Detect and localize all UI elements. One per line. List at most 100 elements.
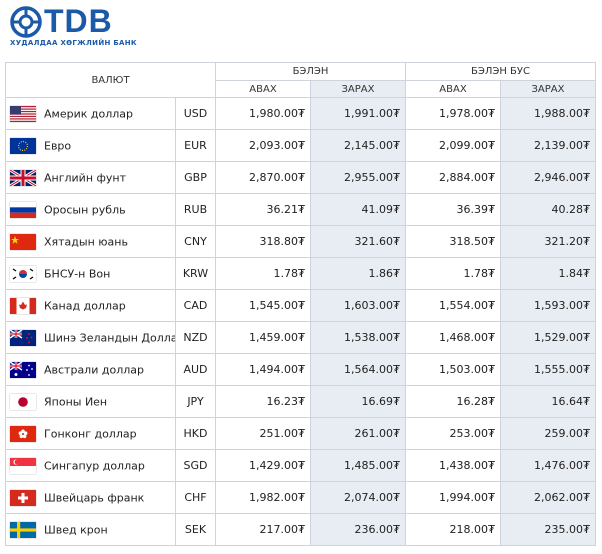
flag-icon <box>10 233 36 250</box>
currency-cell: Оросын рубль <box>5 193 176 226</box>
currency-name: Гонконг доллар <box>44 427 137 440</box>
flag-shape <box>10 107 36 110</box>
flag-icon <box>9 168 37 187</box>
flag-shape <box>10 137 36 154</box>
currency-code: GBP <box>175 161 216 194</box>
subheader: ЗАРАХ <box>499 80 597 98</box>
currency-cell: Английн фунт <box>5 161 176 194</box>
rate-cell: 251.00₮ <box>215 417 311 450</box>
rate-cell: 36.21₮ <box>215 193 311 226</box>
currency-name: Канад доллар <box>44 299 126 312</box>
flag-shape <box>19 273 27 278</box>
rate-cell: 2,139.00₮ <box>499 129 597 162</box>
flag-shape <box>10 527 36 532</box>
currency-code: NZD <box>175 321 216 354</box>
currency-row: Японы Иен JPY 16.23₮ 16.69₮ 16.28₮ 16.64₮ <box>5 385 597 418</box>
flag-shape <box>10 297 17 314</box>
currency-row: Америк доллар USD 1,980.00₮ 1,991.00₮ 1,978.… <box>5 97 597 130</box>
flag-icon <box>10 137 36 154</box>
flag-shape <box>28 332 30 335</box>
flag-shape <box>22 434 27 438</box>
currency-name: Оросын рубль <box>44 203 126 216</box>
flag-shape <box>10 120 36 122</box>
flag-icon <box>9 360 36 378</box>
rate-cell: 318.50₮ <box>405 225 501 258</box>
rate-cell: 2,074.00₮ <box>310 481 406 514</box>
currency-row: Швед крон SEK 217.00₮ 236.00₮ 218.00₮ 235.00₮ <box>5 513 597 546</box>
currency-row: Евро EUR 2,093.00₮ 2,145.00₮ 2,099.00₮ 2,139.… <box>5 129 597 162</box>
currency-row: Оросын рубль RUB 36.21₮ 41.09₮ 36.39₮ 40.28₮ <box>5 193 597 226</box>
rates-table: ВАЛЮТ БЭЛЭН БЭЛЭН БУС АВАХ ЗАРАХ АВАХ ЗА… <box>5 62 597 546</box>
rate-cell: 235.00₮ <box>499 513 597 546</box>
flag-shape <box>10 169 36 186</box>
rate-cell: 16.69₮ <box>310 385 406 418</box>
flag-shape <box>31 367 33 370</box>
rate-cell: 1,603.00₮ <box>310 289 406 322</box>
flag-icon <box>10 425 36 442</box>
currency-cell: Шинэ Зеландын Доллар <box>5 321 176 354</box>
rate-cell: 259.00₮ <box>499 417 597 450</box>
flag-shape <box>10 457 36 466</box>
table-head: ВАЛЮТ БЭЛЭН БЭЛЭН БУС АВАХ ЗАРАХ АВАХ ЗА… <box>5 62 597 98</box>
logo-subtitle: ХУДАЛДАА ХӨГЖЛИЙН БАНК <box>10 39 137 47</box>
flag-shape <box>10 117 36 120</box>
flag-shape <box>17 140 29 151</box>
flag-shape <box>10 105 36 107</box>
currency-row: Сингапур доллар SGD 1,429.00₮ 1,485.00₮ 1,43… <box>5 449 597 482</box>
rate-cell: 36.39₮ <box>405 193 501 226</box>
currency-code: USD <box>175 97 216 130</box>
flag-shape <box>10 233 36 250</box>
currency-header: ВАЛЮТ <box>5 62 216 98</box>
currency-row: Канад доллар CAD 1,545.00₮ 1,603.00₮ 1,554.0… <box>5 289 597 322</box>
rate-cell: 1,982.00₮ <box>215 481 311 514</box>
rate-cell: 1,593.00₮ <box>499 289 597 322</box>
currency-code: EUR <box>175 129 216 162</box>
rate-cell: 2,145.00₮ <box>310 129 406 162</box>
flag-shape <box>19 434 24 438</box>
flag-shape <box>10 115 36 117</box>
group-header: БЭЛЭН БУС <box>404 62 597 81</box>
currency-row: Австрали доллар AUD 1,494.00₮ 1,564.00₮ 1,50… <box>5 353 597 386</box>
currency-name: Японы Иен <box>44 395 108 408</box>
rate-cell: 16.64₮ <box>499 385 597 418</box>
flag-shape <box>18 430 23 435</box>
flag-shape <box>14 372 18 376</box>
rate-cell: 318.80₮ <box>215 225 311 258</box>
flag-shape <box>12 268 34 279</box>
subheader-row: АВАХ ЗАРАХ АВАХ ЗАРАХ <box>6 80 597 98</box>
currency-cell: Гонконг доллар <box>5 417 176 450</box>
rate-cell: 1.78₮ <box>405 257 501 290</box>
currency-name: Швейцарь франк <box>44 491 145 504</box>
currency-cell: Америк доллар <box>5 97 176 130</box>
flag-shape <box>18 429 28 438</box>
flag-shape <box>21 429 25 433</box>
flag-icon <box>10 265 36 282</box>
currency-code: JPY <box>175 385 216 418</box>
rate-cell: 16.28₮ <box>405 385 501 418</box>
currency-code: KRW <box>175 257 216 290</box>
rate-cell: 217.00₮ <box>215 513 311 546</box>
currency-cell: Австрали доллар <box>5 353 176 386</box>
currency-name: БНСУ-н Вон <box>44 267 111 280</box>
currency-code: CAD <box>175 289 216 322</box>
currency-cell: Хятадын юань <box>5 225 176 258</box>
flag-shape <box>19 301 27 309</box>
flag-shape <box>10 212 36 218</box>
rate-cell: 2,946.00₮ <box>499 161 597 194</box>
rate-cell: 1.84₮ <box>499 257 597 290</box>
rate-cell: 218.00₮ <box>405 513 501 546</box>
flag-icon <box>10 393 36 410</box>
rate-cell: 261.00₮ <box>310 417 406 450</box>
currency-code: AUD <box>175 353 216 386</box>
currency-cell: БНСУ-н Вон <box>5 257 176 290</box>
currency-row: Хятадын юань CNY 318.80₮ 321.60₮ 318.50₮ 321.… <box>5 225 597 258</box>
rate-cell: 1,980.00₮ <box>215 97 311 130</box>
rate-cell: 1.78₮ <box>215 257 311 290</box>
rate-cell: 1,978.00₮ <box>405 97 501 130</box>
flag-shape <box>10 110 36 112</box>
flag-shape <box>11 235 19 244</box>
currency-name: Шинэ Зеландын Доллар <box>44 331 176 344</box>
rate-cell: 2,955.00₮ <box>310 161 406 194</box>
